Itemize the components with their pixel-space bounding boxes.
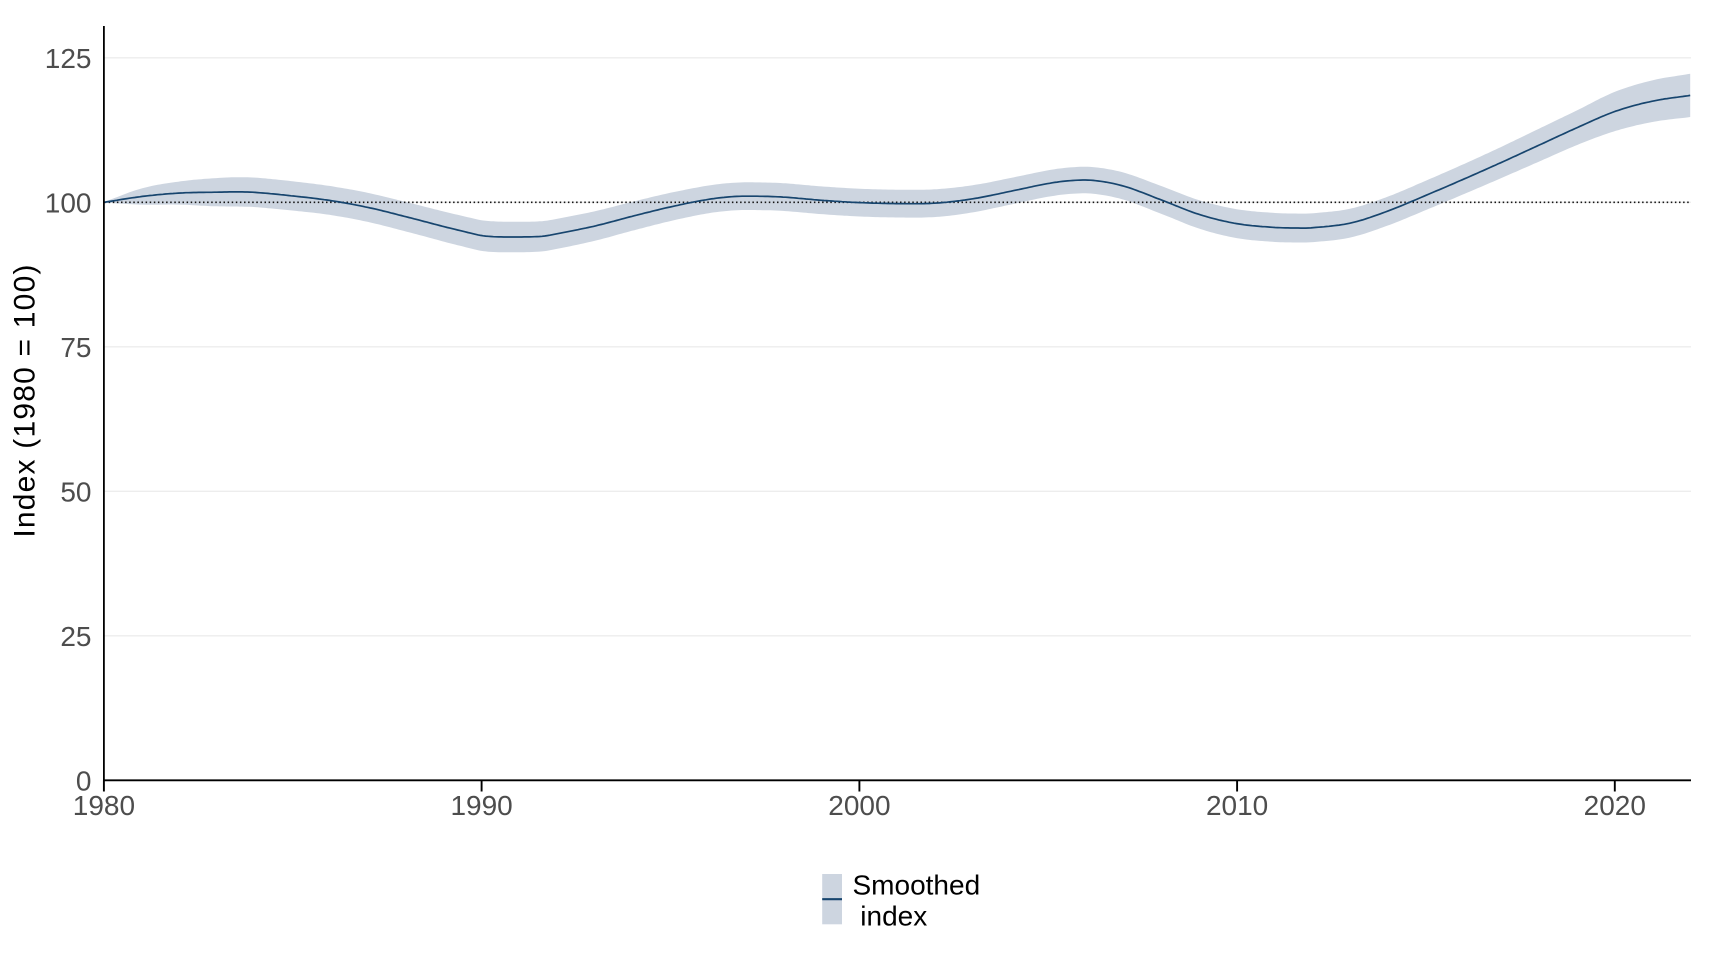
- svg-text:25: 25: [60, 621, 91, 652]
- svg-text:1990: 1990: [450, 790, 512, 821]
- svg-text:Index (1980 = 100): Index (1980 = 100): [9, 263, 42, 537]
- svg-text:2000: 2000: [828, 790, 890, 821]
- svg-text:125: 125: [45, 43, 92, 74]
- svg-text:2010: 2010: [1206, 790, 1268, 821]
- svg-text:75: 75: [60, 332, 91, 363]
- svg-text:index: index: [853, 901, 928, 932]
- svg-text:1980: 1980: [73, 790, 135, 821]
- svg-text:2020: 2020: [1584, 790, 1646, 821]
- svg-text:50: 50: [60, 476, 91, 507]
- svg-text:0: 0: [76, 765, 92, 796]
- svg-text:Smoothed: Smoothed: [853, 870, 981, 901]
- svg-text:100: 100: [45, 187, 92, 218]
